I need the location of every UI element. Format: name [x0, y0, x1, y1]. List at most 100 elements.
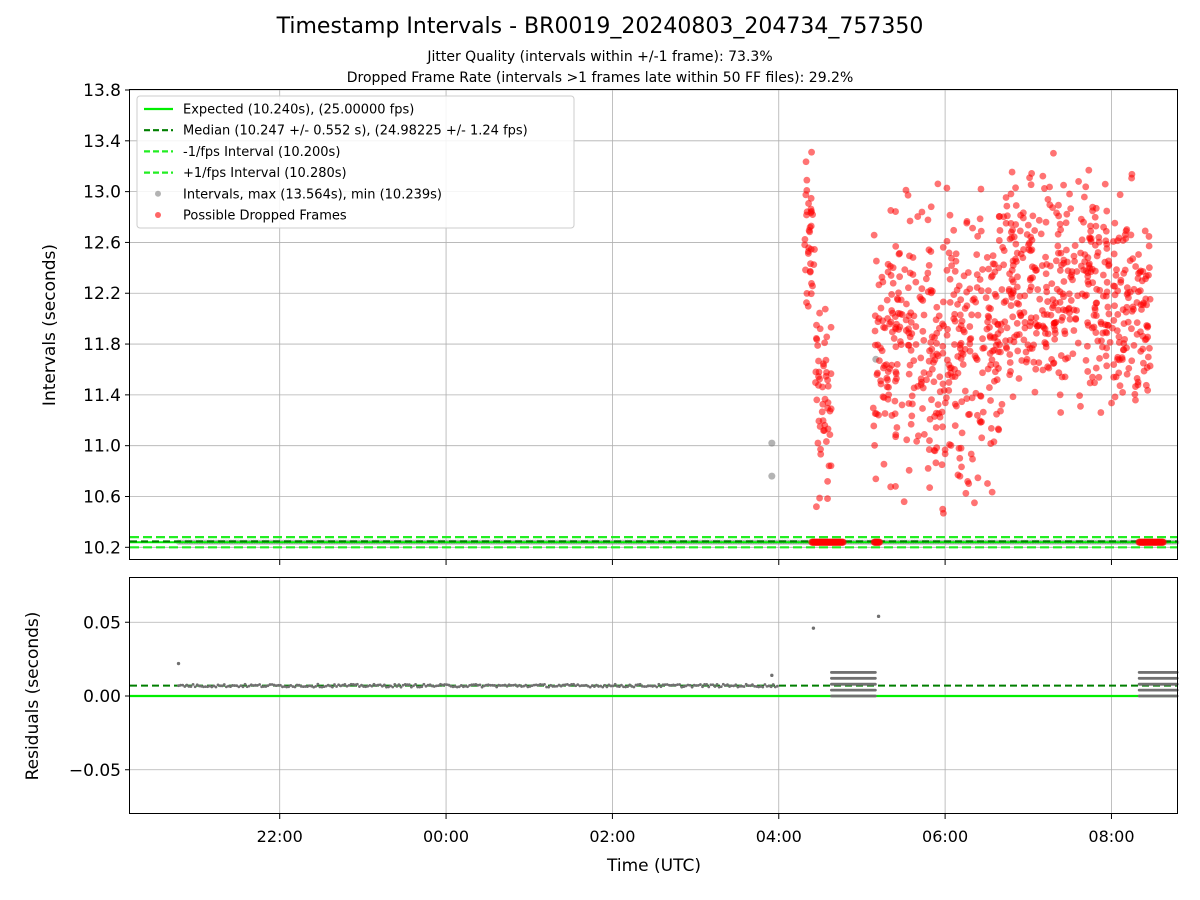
- residual-point: [624, 685, 627, 689]
- dropped-frame-point: [996, 341, 1004, 349]
- residual-point: [420, 685, 424, 689]
- dropped-frame-point: [1039, 322, 1047, 330]
- residual-point: [202, 685, 205, 689]
- dropped-frame-point: [908, 392, 916, 400]
- residual-point: [208, 684, 212, 688]
- residual-point: [713, 685, 717, 688]
- dropped-frame-point: [870, 231, 878, 239]
- dropped-frame-point: [801, 241, 809, 249]
- dropped-frame-point: [807, 194, 815, 202]
- dropped-frame-point: [882, 361, 890, 369]
- dropped-frame-point: [1123, 370, 1131, 378]
- y-tick-label: 11.8: [83, 335, 121, 355]
- dropped-frame-point: [977, 227, 985, 235]
- dropped-frame-point: [819, 400, 827, 408]
- dropped-frame-point: [984, 312, 992, 320]
- residual-point: [426, 683, 430, 687]
- dropped-frame-point: [1055, 212, 1063, 220]
- dropped-frame-point: [1067, 297, 1075, 304]
- residual-point: [647, 684, 650, 688]
- dropped-frame-point: [1051, 335, 1059, 343]
- dropped-frame-point: [877, 304, 885, 312]
- dropped-frame-point: [986, 323, 993, 331]
- residual-point: [582, 684, 586, 687]
- dropped-frame-point: [891, 397, 899, 405]
- dropped-frame-point: [1074, 292, 1082, 300]
- residual-point: [526, 685, 530, 689]
- dropped-frame-point: [1070, 327, 1078, 334]
- dropped-frame-point: [1027, 247, 1035, 255]
- dropped-frame-point: [977, 393, 985, 400]
- dropped-frame-point: [1140, 359, 1147, 367]
- dropped-frame-point: [803, 176, 811, 184]
- residual-point: [210, 685, 214, 689]
- residual-point: [726, 683, 729, 687]
- dropped-frame-point: [1102, 328, 1110, 336]
- dropped-frame-point: [936, 413, 944, 421]
- dropped-frame-point: [939, 298, 947, 306]
- dropped-frame-point: [925, 357, 933, 365]
- residual-point: [372, 682, 376, 686]
- dropped-frame-point: [939, 349, 947, 357]
- residual-point: [711, 683, 715, 687]
- dropped-frame-point: [816, 494, 823, 502]
- dropped-frame-point: [822, 372, 830, 380]
- residual-point: [669, 683, 673, 687]
- dropped-frame-point: [965, 480, 973, 487]
- dropped-frame-point: [1102, 352, 1110, 360]
- dropped-frame-point: [1125, 364, 1133, 372]
- residual-point: [590, 684, 594, 687]
- dropped-frame-point: [1070, 306, 1078, 314]
- residual-point: [617, 685, 621, 689]
- dropped-frame-point: [976, 215, 984, 223]
- residual-point: [746, 684, 750, 688]
- dropped-frame-point: [930, 378, 938, 386]
- y-tick-label: 13.4: [83, 132, 121, 152]
- dropped-frame-point: [906, 361, 914, 369]
- dropped-frame-point: [987, 440, 995, 447]
- dropped-frame-point: [1103, 207, 1111, 215]
- dropped-frame-point: [1059, 306, 1067, 314]
- dropped-frame-point: [1103, 362, 1111, 370]
- residual-point: [287, 685, 291, 689]
- dropped-frame-point: [1082, 183, 1090, 191]
- residual-point: [611, 684, 615, 688]
- dropped-frame-point: [1114, 311, 1122, 318]
- residual-point: [740, 684, 744, 688]
- residuals-y-ticks: −0.05 0.00 0.05: [69, 613, 130, 781]
- residual-point: [301, 685, 305, 689]
- dropped-frame-point: [1140, 367, 1148, 375]
- dropped-frame-point: [1077, 249, 1084, 257]
- dropped-frame-point: [1134, 275, 1142, 282]
- y-tick-label: −0.05: [69, 761, 121, 781]
- dropped-frame-point: [1033, 329, 1040, 337]
- dropped-frame-point: [964, 269, 972, 276]
- dropped-frame-point: [966, 285, 974, 293]
- dropped-frame-point: [922, 275, 930, 283]
- residual-point: [187, 685, 191, 688]
- residual-point: [601, 685, 605, 689]
- residual-point: [607, 683, 611, 687]
- dropped-frame-point: [906, 252, 913, 260]
- dropped-frame-point: [839, 538, 847, 546]
- dropped-frame-point: [824, 495, 831, 503]
- dropped-frame-point: [824, 425, 832, 433]
- dropped-frame-point: [939, 342, 947, 350]
- residual-point: [676, 683, 679, 687]
- dropped-frame-point: [1005, 287, 1013, 295]
- dropped-frame-point: [963, 219, 971, 227]
- dropped-frame-point: [1055, 201, 1062, 209]
- residual-point: [501, 684, 505, 687]
- residual-point: [532, 683, 536, 687]
- dropped-frame-point: [871, 441, 879, 449]
- residual-point: [424, 684, 428, 688]
- residual-point: [459, 684, 463, 687]
- residual-point: [241, 685, 245, 689]
- dropped-frame-point: [1106, 338, 1114, 346]
- dropped-frame-point: [875, 538, 884, 546]
- dropped-frame-point: [1066, 190, 1073, 198]
- residual-point: [333, 683, 336, 686]
- residual-point: [222, 683, 226, 686]
- dropped-frame-point: [1123, 344, 1130, 352]
- y-tick-label: 11.4: [83, 386, 121, 406]
